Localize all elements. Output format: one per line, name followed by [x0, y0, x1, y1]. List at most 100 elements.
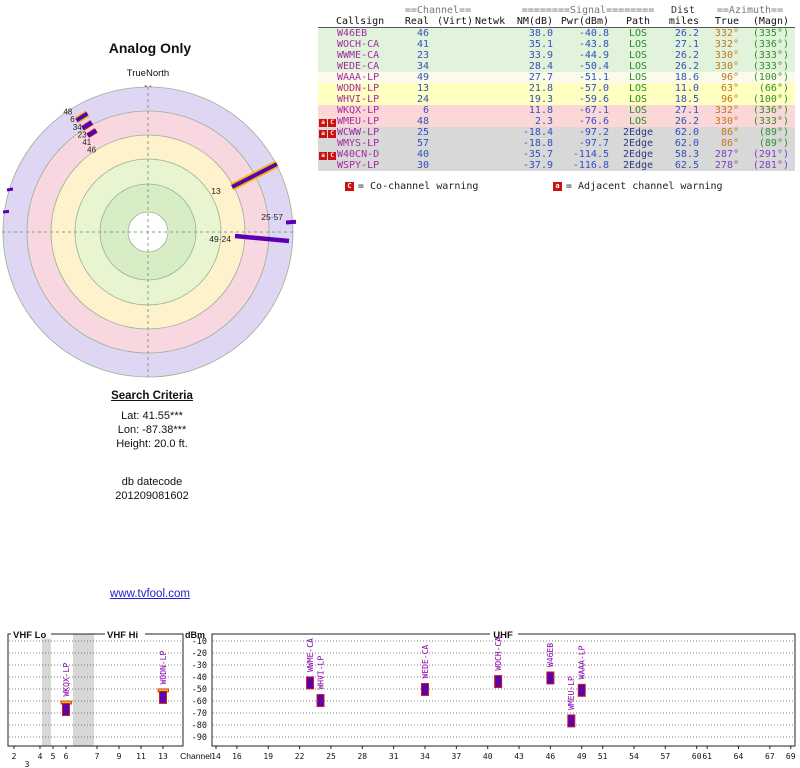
- signal-bar: [159, 690, 167, 704]
- x-axis-tick-label: 16: [232, 752, 242, 761]
- bar-station-label: WODN-LP: [159, 651, 168, 685]
- real-channel-cell: 49: [416, 72, 429, 83]
- y-axis-tick-label: -80: [192, 721, 207, 731]
- adjacent-channel-legend: a = Adjacent channel warning: [553, 181, 723, 192]
- x-axis-tick-label: 60: [692, 752, 702, 761]
- pwr-dbm-cell: -57.0: [578, 83, 609, 94]
- x-axis-tick-label: 14: [211, 752, 221, 761]
- tvfool-link[interactable]: www.tvfool.com: [110, 588, 190, 600]
- pwr-dbm-cell: -116.8: [572, 160, 609, 171]
- x-axis-tick-label: 40: [483, 752, 493, 761]
- path-cell: LOS: [628, 94, 648, 105]
- azimuth-group-header: ==Azimuth==: [716, 5, 784, 16]
- azimuth-true-cell: 63°: [720, 83, 739, 94]
- station-row: a C WCWW-LP 25 -18.4 -97.2 2Edge 62.0 86° (89°): [318, 127, 795, 138]
- nm-db-cell: 27.7: [528, 72, 553, 83]
- station-row: WMYS-LP 57 -18.8 -97.7 2Edge 62.0 86° (89°): [318, 138, 795, 149]
- network-cell: [475, 149, 515, 160]
- path-cell: LOS: [628, 50, 648, 61]
- bar-station-label: WKQX-LP: [62, 663, 71, 697]
- virt-channel-cell: [435, 138, 475, 149]
- station-spoke-ch49-24: [234, 233, 290, 244]
- azimuth-magn-cell: (89°): [758, 127, 789, 138]
- path-cell: 2Edge: [622, 160, 654, 171]
- x-axis-tick-label-row2: 3: [25, 760, 30, 768]
- callsign-cell: WSPY-LP: [337, 160, 380, 171]
- col-true: True: [705, 16, 745, 28]
- co-channel-legend-text: = Co-channel warning: [358, 181, 479, 192]
- station-row: a C WMEU-LP 48 2.3 -76.6 LOS 26.2 330° (333°): [318, 116, 795, 127]
- signal-bar: [577, 683, 586, 697]
- col-real: Real: [401, 16, 435, 28]
- search-criteria: Search Criteria Lat: 41.55*** Lon: -87.3…: [52, 388, 252, 504]
- x-axis-tick-label: 67: [765, 752, 775, 761]
- nm-db-cell: 19.3: [528, 94, 553, 105]
- signal-bar: [546, 671, 555, 685]
- distance-cell: 62.5: [674, 160, 699, 171]
- col-miles: miles: [661, 16, 705, 28]
- station-row: WOCH-CA 41 35.1 -43.8 LOS 27.1 332° (336°): [318, 39, 795, 50]
- azimuth-true-cell: 86°: [720, 138, 739, 149]
- virt-channel-cell: [435, 160, 475, 171]
- callsign-cell: WCWW-LP: [337, 127, 380, 138]
- network-cell: [475, 94, 515, 105]
- distance-cell: 62.0: [674, 127, 699, 138]
- station-row: WKQX-LP 6 11.8 -67.1 LOS 27.1 332° (336°): [318, 105, 795, 116]
- station-tbody: W46EB 46 38.0 -40.8 LOS 26.2 332° (335°) WOCH-CA…: [318, 27, 795, 171]
- nm-db-cell: -18.8: [522, 138, 553, 149]
- real-channel-cell: 24: [416, 94, 429, 105]
- dist-group-header: Dist: [670, 5, 696, 16]
- azimuth-magn-cell: (281°): [752, 160, 789, 171]
- pwr-dbm-cell: -76.6: [578, 116, 609, 127]
- cluster-channel-label: 6: [70, 115, 75, 124]
- col-nm: NM(dB): [515, 16, 559, 28]
- warning-flags: [318, 61, 337, 72]
- azimuth-magn-cell: (100°): [752, 94, 789, 105]
- nm-db-cell: 35.1: [528, 39, 553, 50]
- virt-channel-cell: [435, 39, 475, 50]
- cluster-channel-label: 34: [73, 123, 82, 132]
- callsign-cell: WOCH-CA: [337, 39, 380, 50]
- path-cell: LOS: [628, 39, 648, 50]
- network-cell: [475, 61, 515, 72]
- y-axis-tick-label: -40: [192, 673, 207, 683]
- network-cell: [475, 50, 515, 61]
- virt-channel-cell: [435, 94, 475, 105]
- station-tick-ch40: [6, 187, 14, 192]
- path-cell: LOS: [628, 72, 648, 83]
- azimuth-magn-cell: (335°): [752, 28, 789, 39]
- path-cell: 2Edge: [622, 138, 654, 149]
- callsign-cell: WWME-CA: [337, 50, 380, 61]
- azimuth-true-cell: 278°: [714, 160, 739, 171]
- y-axis-tick-label: -20: [192, 649, 207, 659]
- pwr-dbm-cell: -114.5: [572, 149, 609, 160]
- adjacent-channel-warning-icon: a: [553, 181, 562, 191]
- section-label-bg: [490, 629, 518, 639]
- nm-db-cell: -37.9: [522, 160, 553, 171]
- virt-channel-cell: [435, 50, 475, 61]
- x-axis-tick-label: 57: [661, 752, 671, 761]
- real-channel-cell: 57: [416, 138, 429, 149]
- bar-station-label: WEDE-CA: [421, 645, 430, 679]
- x-axis-tick-label: 5: [51, 752, 56, 761]
- frequency-gap-band: [42, 634, 51, 746]
- x-axis-tick-label: 7: [95, 752, 100, 761]
- real-channel-cell: 25: [416, 127, 429, 138]
- warning-flags: [318, 94, 337, 105]
- callsign-cell: WAAA-LP: [337, 72, 380, 83]
- x-axis-tick-label: 4: [38, 752, 43, 761]
- azimuth-magn-cell: (291°): [752, 149, 789, 160]
- x-axis-tick-label: 9: [117, 752, 122, 761]
- network-cell: [475, 39, 515, 50]
- callsign-cell: W40CN-D: [337, 149, 380, 160]
- band-section-label: VHF Lo: [13, 630, 46, 641]
- nm-db-cell: -18.4: [522, 127, 553, 138]
- real-channel-cell: 23: [416, 50, 429, 61]
- distance-cell: 18.6: [674, 72, 699, 83]
- y-axis-tick-label: -10: [192, 637, 207, 647]
- virt-channel-cell: [435, 72, 475, 83]
- table-header-row: Callsign Real (Virt) Netwk NM(dB) Pwr(dB…: [318, 16, 795, 28]
